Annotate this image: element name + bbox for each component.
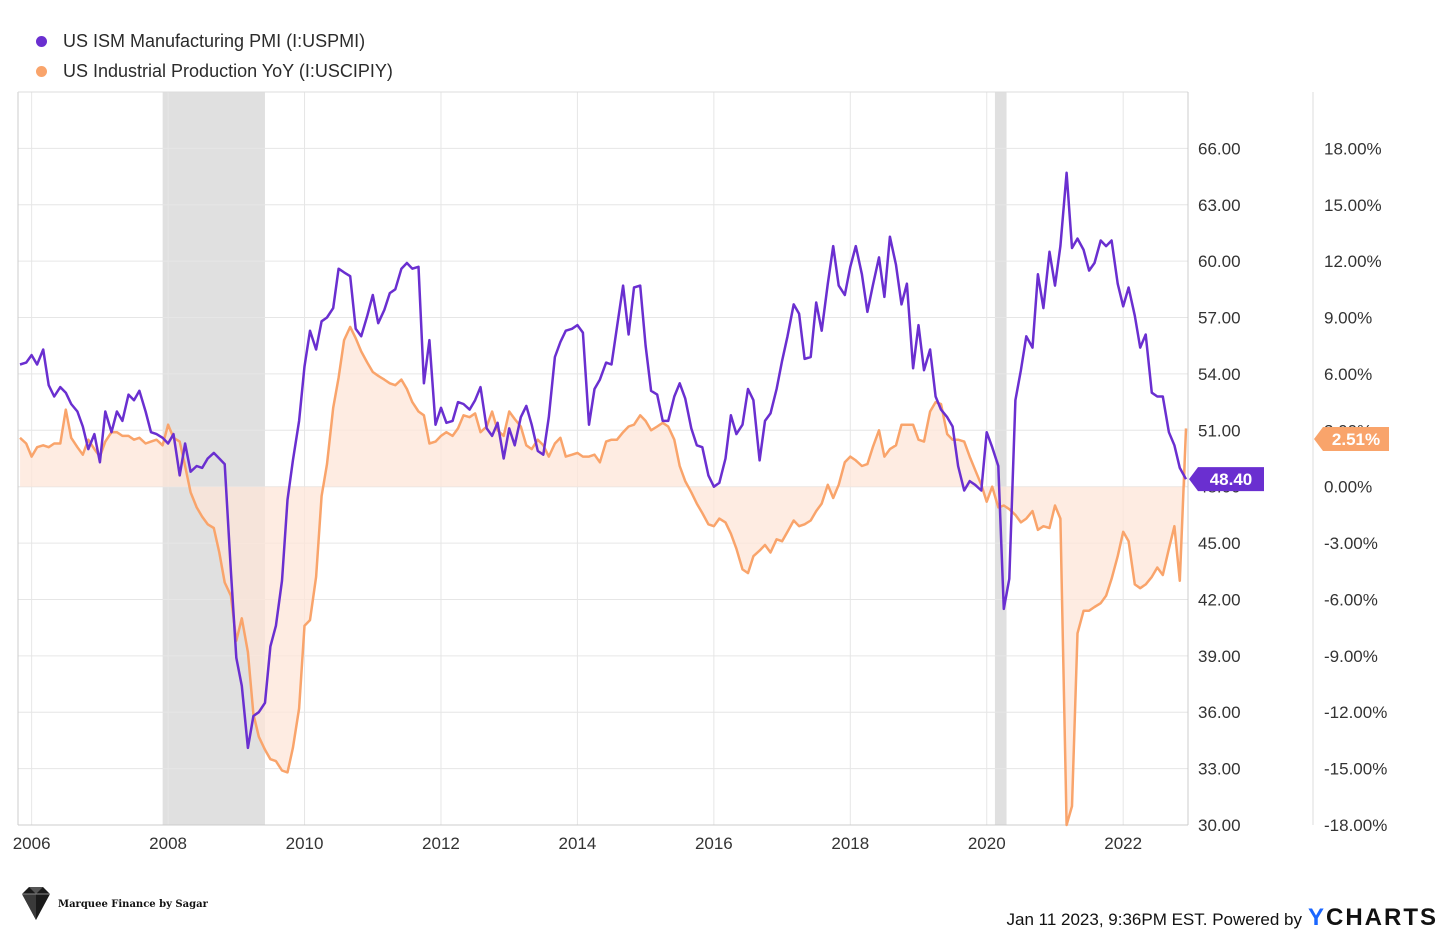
legend-item-ip[interactable]: US Industrial Production YoY (I:USCIPIY) bbox=[36, 56, 393, 86]
legend-label-ip: US Industrial Production YoY (I:USCIPIY) bbox=[63, 60, 393, 81]
footer-attribution: Jan 11 2023, 9:36PM EST. Powered by YCHA… bbox=[1007, 904, 1439, 932]
right-axis-tick-12: 18.00% bbox=[1324, 139, 1382, 158]
diamond-logo-icon bbox=[22, 887, 50, 920]
ip-last-value-flag-text: 2.51% bbox=[1332, 430, 1380, 449]
left-axis-tick-4: 42.00 bbox=[1198, 590, 1241, 609]
ip-area bbox=[20, 326, 1186, 825]
right-axis-tick-9: 9.00% bbox=[1324, 309, 1372, 328]
pmi-last-value-flag-bg bbox=[1189, 467, 1264, 492]
x-tick-label-1: 2008 bbox=[149, 834, 187, 853]
ip-last-value-flag-bg bbox=[1314, 427, 1389, 451]
left-axis-tick-8: 54.00 bbox=[1198, 365, 1241, 384]
legend-item-pmi[interactable]: US ISM Manufacturing PMI (I:USPMI) bbox=[36, 26, 393, 56]
x-tick-label-0: 2006 bbox=[13, 834, 51, 853]
legend-label-pmi: US ISM Manufacturing PMI (I:USPMI) bbox=[63, 30, 366, 51]
x-tick-label-6: 2018 bbox=[831, 834, 869, 853]
left-axis-tick-12: 66.00 bbox=[1198, 139, 1241, 158]
x-tick-label-5: 2016 bbox=[695, 834, 733, 853]
ycharts-logo[interactable]: YCHARTS bbox=[1308, 904, 1438, 932]
left-axis-tick-0: 30.00 bbox=[1198, 816, 1241, 835]
right-axis-tick-0: -18.00% bbox=[1324, 816, 1387, 835]
x-tick-label-4: 2014 bbox=[559, 834, 597, 853]
pmi-last-value-flag: 48.40 bbox=[1189, 467, 1264, 492]
ycharts-logo-rest: CHARTS bbox=[1326, 904, 1438, 931]
brand-text: Marquee Finance by Sagar bbox=[58, 898, 208, 910]
left-axis-tick-7: 51.00 bbox=[1198, 421, 1241, 440]
right-axis-tick-2: -12.00% bbox=[1324, 703, 1387, 722]
ip-line bbox=[19, 325, 1188, 827]
right-axis-tick-10: 12.00% bbox=[1324, 252, 1382, 271]
left-axis-tick-1: 33.00 bbox=[1198, 760, 1241, 779]
pmi-line bbox=[19, 171, 1188, 750]
right-axis-tick-11: 15.00% bbox=[1324, 196, 1382, 215]
right-axis-tick-3: -9.00% bbox=[1324, 647, 1378, 666]
legend-dot-ip-icon bbox=[36, 65, 47, 77]
recession-band-1 bbox=[994, 92, 1007, 825]
ip-last-value-flag: 2.51% bbox=[1314, 427, 1389, 451]
x-tick-label-8: 2022 bbox=[1104, 834, 1142, 853]
ycharts-logo-y: Y bbox=[1307, 904, 1326, 931]
x-tick-label-3: 2012 bbox=[422, 834, 460, 853]
right-axis-tick-4: -6.00% bbox=[1324, 590, 1378, 609]
left-axis-tick-9: 57.00 bbox=[1198, 309, 1241, 328]
right-axis-tick-8: 6.00% bbox=[1324, 365, 1372, 384]
left-axis-tick-11: 63.00 bbox=[1198, 196, 1241, 215]
right-axis-tick-5: -3.00% bbox=[1324, 534, 1378, 553]
pmi-last-value-flag-text: 48.40 bbox=[1210, 470, 1253, 489]
right-axis-tick-1: -15.00% bbox=[1324, 760, 1387, 779]
left-axis-tick-2: 36.00 bbox=[1198, 703, 1241, 722]
right-axis-tick-6: 0.00% bbox=[1324, 478, 1372, 497]
left-axis-tick-5: 45.00 bbox=[1198, 534, 1241, 553]
timestamp-text: Jan 11 2023, 9:36PM EST. Powered by bbox=[1006, 910, 1302, 929]
x-tick-label-7: 2020 bbox=[968, 834, 1006, 853]
legend-dot-pmi-icon bbox=[36, 35, 47, 47]
x-tick-label-2: 2010 bbox=[286, 834, 324, 853]
brand-logo: Marquee Finance by Sagar bbox=[18, 884, 208, 924]
chart-svg: 2006 2008 2010 2012 2014 2016 2018 2020 2022 30.0… bbox=[13, 91, 1389, 853]
left-axis-tick-10: 60.00 bbox=[1198, 252, 1241, 271]
chart-legend: US ISM Manufacturing PMI (I:USPMI) US In… bbox=[36, 26, 393, 86]
left-axis-tick-3: 39.00 bbox=[1198, 647, 1241, 666]
